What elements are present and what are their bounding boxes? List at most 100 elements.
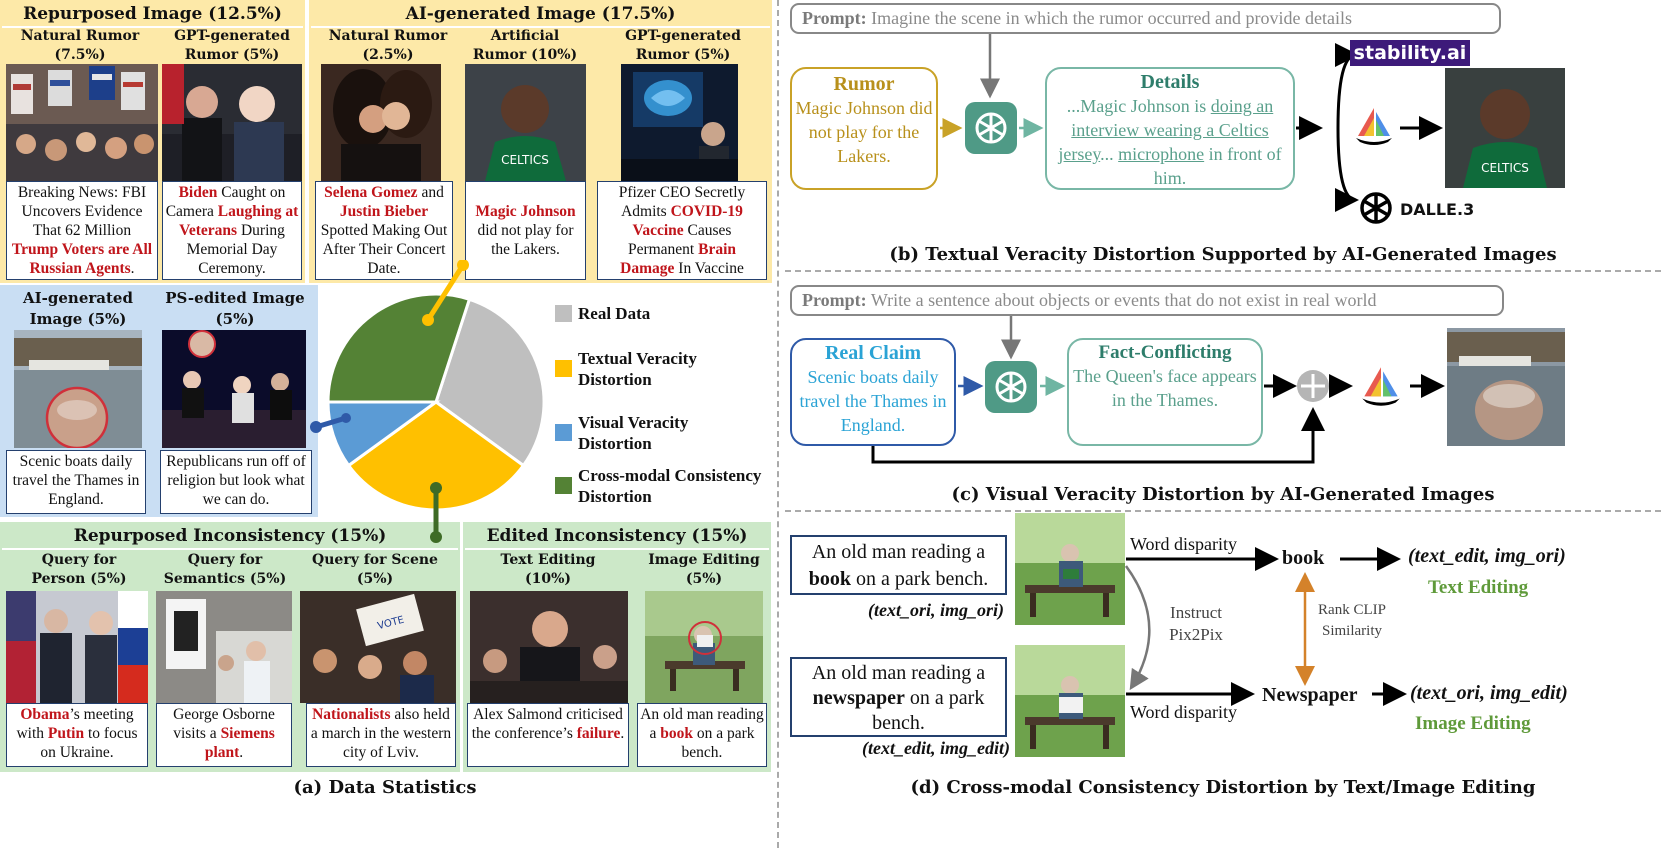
legend-textual: Textual Veracity Distortion — [578, 349, 697, 389]
natural-rumor-label-2: Natural Rumor (2.5%) — [328, 28, 448, 63]
edited-text-box: An old man reading a newspaper on a park… — [790, 657, 1007, 737]
generated-queen-thames — [1447, 328, 1565, 446]
photo-obama-putin — [6, 591, 148, 703]
fact-conflicting-box: Fact-Conflicting The Queen's face appear… — [1067, 338, 1263, 446]
caption-nationalists: Nationalists also held a march in the we… — [306, 703, 456, 767]
ai-image-small-label: AI-generated Image (5%) — [23, 289, 133, 328]
caption-a: (a) Data Statistics — [293, 777, 477, 798]
caption-man-reading: An old man reading a book on a park benc… — [637, 703, 767, 767]
caption-magic: Magic Johnson did not play for the Laker… — [465, 181, 586, 280]
repurposed-inconsistency-header: Repurposed Inconsistency (15%) — [73, 526, 387, 546]
pie-slice-cross-modal-consistency-distortion — [326, 292, 472, 404]
caption-thames: Scenic boats daily travel the Thames in … — [6, 450, 146, 514]
caption-biden: Biden Caught on Camera Laughing at Veter… — [162, 181, 302, 280]
instruct-pix2pix: Instruct Pix2Pix — [1169, 603, 1223, 644]
chatgpt-icon — [965, 102, 1017, 154]
midjourney-icon — [1350, 104, 1398, 148]
ps-image-small-label: PS-edited Image (5%) — [165, 289, 305, 328]
caption-pfizer: Pfizer CEO Secretly Admits COVID-19 Vacc… — [597, 181, 767, 280]
photo-kiss — [321, 64, 441, 181]
photo-salmond — [470, 591, 628, 703]
fact-conflicting-text: The Queen's face appears in the Thames. — [1073, 366, 1257, 410]
midjourney-icon-c — [1356, 363, 1406, 409]
legend-real-data: Real Data — [578, 304, 651, 323]
caption-selena: Selena Gomez and Justin Bieber Spotted M… — [315, 181, 453, 280]
rumor-title: Rumor — [833, 73, 895, 95]
image-editing-label: Image Editing (5%) — [648, 552, 760, 587]
edited-inconsistency-header: Edited Inconsistency (15%) — [486, 526, 748, 546]
details-text: ...Magic Johnson is doing an interview w… — [1058, 96, 1282, 188]
pie-chart — [310, 260, 546, 543]
legend-swatch-crossmodal — [555, 477, 572, 494]
details-box: Details ...Magic Johnson is doing an int… — [1045, 67, 1295, 190]
generated-magic-johnson: CELTICS — [1445, 68, 1565, 188]
label-image-editing: Image Editing — [1415, 713, 1531, 734]
legend-swatch-real — [555, 305, 572, 322]
divider-b-c — [785, 270, 1661, 272]
chatgpt-icon-c — [985, 361, 1037, 413]
word-book: book — [1282, 547, 1325, 569]
header-divider-4 — [465, 548, 769, 550]
panel-d-arrows — [1124, 547, 1407, 706]
gpt-rumor-label-2: GPT-generated Rumor (5%) — [625, 28, 741, 63]
svg-text:CELTICS: CELTICS — [501, 153, 549, 167]
rank-clip: Rank CLIP Similarity — [1318, 602, 1386, 639]
caption-fbi: Breaking News: FBI Uncovers Evidence Tha… — [6, 181, 158, 280]
repurposed-image-header: Repurposed Image (12.5%) — [23, 4, 282, 24]
text-editing-label: Text Editing (10%) — [500, 552, 596, 587]
photo-pfizer — [621, 64, 738, 181]
caption-d: (d) Cross-modal Consistency Distortion b… — [910, 777, 1536, 798]
header-divider-2 — [311, 26, 770, 28]
photo-magic-johnson: CELTICS — [465, 64, 586, 181]
word-disparity-bottom: Word disparity — [1130, 702, 1238, 722]
caption-salmond: Alex Salmond criticised the conference’s… — [467, 703, 629, 767]
dalle-icon — [1355, 187, 1397, 229]
prompt-box-c: Prompt: Write a sentence about objects o… — [790, 285, 1504, 316]
label-text-editing: Text Editing — [1428, 577, 1529, 598]
details-title: Details — [1140, 71, 1200, 93]
dalle-label: DALLE.3 — [1400, 200, 1475, 219]
photo-old-man-book — [1015, 513, 1125, 625]
photo-biden — [162, 64, 302, 181]
result-text-edit: (text_edit, img_ori) — [1408, 545, 1566, 567]
word-newspaper: Newspaper — [1262, 684, 1358, 706]
photo-osborne — [156, 591, 292, 703]
artificial-rumor-label: Artificial Rumor (10%) — [472, 28, 578, 63]
fact-conflicting-title: Fact-Conflicting — [1098, 342, 1232, 363]
photo-old-man-newspaper — [1015, 645, 1125, 757]
query-semantics-label: Query for Semantics (5%) — [163, 552, 287, 587]
query-scene-label: Query for Scene (5%) — [312, 552, 438, 587]
natural-rumor-label-1: Natural Rumor (7.5%) — [20, 28, 140, 63]
photo-thames-queen — [14, 330, 142, 448]
caption-obama: Obama’s meeting with Putin to focus on U… — [6, 703, 148, 767]
caption-osborne: George Osborne visits a Siemens plant. — [156, 703, 292, 767]
caption-c: (c) Visual Veracity Distortion by AI-Gen… — [951, 484, 1495, 505]
pie-slice-real-data — [434, 297, 546, 468]
header-divider — [2, 26, 303, 28]
result-image-edit: (text_ori, img_edit) — [1410, 682, 1568, 704]
photo-man-reading-edited — [645, 591, 763, 703]
word-disparity-top: Word disparity — [1130, 534, 1238, 554]
caption-republicans: Republicans run off of religion but look… — [160, 450, 312, 514]
original-tag: (text_ori, img_ori) — [868, 600, 1004, 620]
edited-tag: (text_edit, img_edit) — [862, 738, 1010, 758]
rumor-text: Magic Johnson did not play for the Laker… — [795, 98, 933, 166]
legend-swatch-textual — [555, 360, 572, 377]
vertical-divider — [777, 0, 779, 848]
query-person-label: Query for Person (5%) — [31, 552, 127, 587]
panel-c-arrows — [871, 316, 1445, 464]
caption-b: (b) Textual Veracity Distortion Supporte… — [889, 244, 1557, 265]
legend-swatch-visual — [555, 424, 572, 441]
prompt-box-b: Prompt: Imagine the scene in which the r… — [790, 3, 1501, 34]
header-divider-3 — [2, 548, 458, 550]
stability-logo: stability.ai — [1350, 40, 1470, 66]
original-text-box: An old man reading a book on a park benc… — [790, 535, 1007, 595]
real-claim-box: Real Claim Scenic boats daily travel the… — [790, 338, 956, 446]
real-claim-text: Scenic boats daily travel the Thames in … — [799, 367, 947, 435]
photo-nationalists: VOTE — [300, 591, 456, 703]
gpt-rumor-label-1: GPT-generated Rumor (5%) — [174, 28, 290, 63]
ai-generated-image-header: AI-generated Image (17.5%) — [405, 4, 676, 24]
legend-visual: Visual Veracity Distortion — [578, 413, 689, 453]
legend-crossmodal: Cross-modal Consistency Distortion — [578, 466, 762, 506]
photo-trump-rally — [6, 64, 158, 181]
